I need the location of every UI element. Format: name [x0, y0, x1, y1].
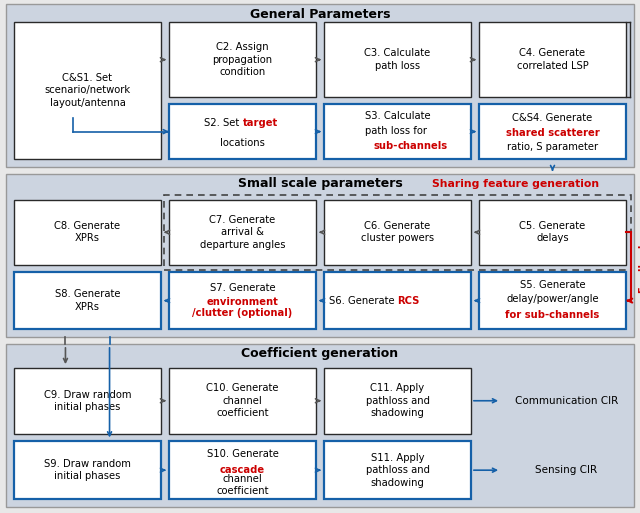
Bar [6, 344, 634, 507]
Bar [169, 104, 316, 159]
Text: environment
/clutter (optional): environment /clutter (optional) [193, 297, 292, 318]
Bar [324, 441, 471, 499]
Bar [479, 22, 626, 97]
Bar [164, 195, 631, 269]
Text: S8. Generate
XPRs: S8. Generate XPRs [55, 289, 120, 312]
Text: S6. Generate: S6. Generate [329, 295, 397, 306]
Text: C5. Generate
delays: C5. Generate delays [520, 221, 586, 244]
Text: C3. Calculate
path loss: C3. Calculate path loss [364, 48, 431, 71]
Bar [6, 174, 634, 337]
Bar [479, 200, 626, 265]
Text: C&S1. Set
scenario/network
layout/antenna: C&S1. Set scenario/network layout/antenn… [44, 73, 131, 108]
Text: channel
coefficient: channel coefficient [216, 474, 269, 497]
Text: locations: locations [220, 137, 265, 148]
Text: shared scatterer: shared scatterer [506, 128, 600, 137]
Text: channels: channels [397, 141, 447, 151]
Text: sub-: sub- [373, 141, 397, 151]
Text: path loss for: path loss for [365, 126, 430, 135]
Bar [479, 272, 626, 329]
Text: S2. Set: S2. Set [204, 119, 243, 128]
Text: delay/power/angle: delay/power/angle [506, 294, 599, 305]
Bar [324, 22, 471, 97]
Bar [324, 368, 471, 433]
Text: C11. Apply
pathloss and
shadowing: C11. Apply pathloss and shadowing [365, 383, 429, 418]
Text: target: target [243, 119, 278, 128]
Text: C&S4. Generate: C&S4. Generate [513, 113, 593, 123]
Text: for sub-channels: for sub-channels [506, 310, 600, 321]
Bar [169, 368, 316, 433]
Text: S7. Generate: S7. Generate [210, 283, 275, 293]
Text: S10. Generate: S10. Generate [207, 449, 278, 459]
Bar [479, 104, 626, 159]
Text: C6. Generate
cluster powers: C6. Generate cluster powers [361, 221, 434, 244]
Bar [14, 368, 161, 433]
Text: C7. Generate
arrival &
departure angles: C7. Generate arrival & departure angles [200, 215, 285, 250]
Text: C8. Generate
XPRs: C8. Generate XPRs [54, 221, 120, 244]
Bar [169, 22, 316, 97]
Text: ratio, S parameter: ratio, S parameter [507, 142, 598, 152]
Text: Coefficient generation: Coefficient generation [241, 347, 399, 361]
Bar [169, 272, 316, 329]
Text: S5. Generate: S5. Generate [520, 280, 586, 290]
Bar [14, 22, 161, 159]
Bar [324, 104, 471, 159]
Text: S11. Apply
pathloss and
shadowing: S11. Apply pathloss and shadowing [365, 453, 429, 487]
Text: C4. Generate
correlated LSP: C4. Generate correlated LSP [516, 48, 588, 71]
Bar [324, 200, 471, 265]
Bar [324, 272, 471, 329]
Text: General Parameters: General Parameters [250, 8, 390, 21]
Text: Communication CIR: Communication CIR [515, 396, 618, 406]
Text: RCS: RCS [397, 295, 420, 306]
Text: C9. Draw random
initial phases: C9. Draw random initial phases [44, 389, 131, 412]
Text: Sharing feature generation: Sharing feature generation [433, 179, 600, 189]
Text: C2. Assign
propagation
condition: C2. Assign propagation condition [212, 42, 273, 77]
Bar [14, 200, 161, 265]
Text: S9. Draw random
initial phases: S9. Draw random initial phases [44, 459, 131, 481]
Text: Small scale parameters: Small scale parameters [237, 177, 403, 190]
Bar [6, 4, 634, 167]
Bar [169, 200, 316, 265]
Bar [14, 272, 161, 329]
Bar [169, 441, 316, 499]
Text: Sensing CIR: Sensing CIR [536, 465, 598, 475]
Text: cascade: cascade [220, 465, 265, 475]
Text: C10. Generate
channel
coefficient: C10. Generate channel coefficient [206, 383, 279, 418]
Bar [14, 441, 161, 499]
Text: S3. Calculate: S3. Calculate [365, 111, 430, 121]
Text: Feedback: Feedback [638, 240, 640, 293]
